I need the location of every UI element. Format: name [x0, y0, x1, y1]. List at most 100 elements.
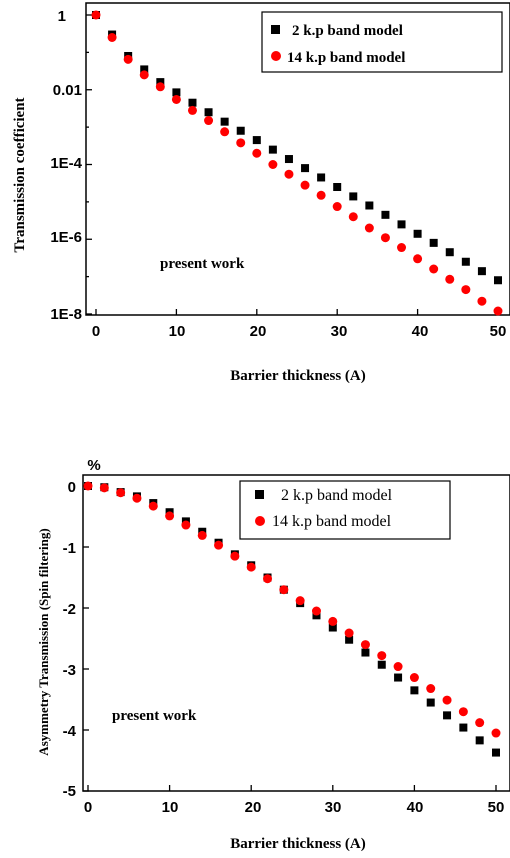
chart1-point-14kp	[171, 94, 181, 104]
chart2-point-2kp	[377, 660, 386, 669]
chart2-xtick-label: 30	[325, 799, 342, 816]
chart2-xtick-label: 50	[488, 799, 505, 816]
chart1-point-2kp	[188, 98, 197, 107]
chart1-ytick-label: 1E-4	[50, 155, 82, 172]
chart1-point-14kp	[204, 116, 214, 126]
chart2-ytick-label: -1	[63, 540, 76, 557]
chart1-point-14kp	[91, 10, 101, 20]
chart1-point-14kp	[300, 180, 310, 190]
chart1-xtick-label: 50	[490, 323, 507, 340]
chart1-point-14kp	[220, 127, 230, 137]
chart1-annotation: present work	[160, 256, 245, 272]
chart1-point-2kp	[445, 248, 454, 257]
chart1-xtick-label: 20	[250, 323, 267, 340]
chart2-point-14kp	[475, 718, 485, 728]
chart2-point-14kp	[148, 501, 158, 511]
chart2-legend-box	[239, 480, 451, 540]
chart2-point-14kp	[230, 551, 240, 561]
chart2-point-2kp	[394, 673, 403, 682]
chart2-ytick-label: -4	[63, 723, 77, 740]
chart2-point-14kp	[328, 616, 338, 626]
chart2-point-14kp	[311, 606, 321, 616]
chart2-point-2kp	[328, 623, 337, 632]
chart1-point-2kp	[220, 117, 229, 126]
chart1-point-14kp	[107, 33, 117, 43]
chart2-ytick-label: 0	[68, 479, 76, 496]
chart1-point-14kp	[477, 296, 487, 306]
chart1-point-14kp	[316, 190, 326, 200]
chart1-point-2kp	[252, 136, 261, 145]
chart1-point-2kp	[284, 155, 293, 164]
chart2-point-14kp	[214, 540, 224, 550]
chart1-point-2kp	[461, 257, 470, 266]
chart2-point-14kp	[197, 530, 207, 540]
chart1-point-2kp	[268, 145, 277, 154]
chart1-point-2kp	[156, 78, 165, 87]
chart2-y-axis-label: Asymmetry Transmission (Spin filtering)	[36, 528, 51, 755]
chart1-point-14kp	[364, 223, 374, 233]
chart2-point-14kp	[426, 684, 436, 694]
chart2-point-14kp	[181, 520, 191, 530]
chart1-point-14kp	[332, 202, 342, 212]
chart1-ytick-label: 1	[58, 8, 66, 25]
chart1-point-14kp	[155, 82, 165, 92]
chart2-xtick-label: 10	[162, 799, 179, 816]
chart2-y-unit-label: %	[87, 457, 100, 474]
chart1-point-14kp	[380, 233, 390, 243]
chart2-x-axis-label: Barrier thickness (A)	[230, 836, 366, 852]
chart2-xtick-label: 40	[407, 799, 424, 816]
chart2-point-2kp	[345, 635, 354, 644]
chart1-point-2kp	[349, 192, 358, 201]
chart1-plot-frame	[85, 2, 510, 316]
chart2-point-14kp	[132, 493, 142, 503]
chart-asymmetry: % 0 -1 -2 -3 -4 -5 0 10 20 30 40 50 Barr…	[36, 457, 510, 852]
chart1-point-2kp	[172, 88, 181, 97]
chart1-point-2kp	[317, 173, 326, 182]
chart2-point-2kp	[410, 686, 419, 695]
chart2-point-14kp	[344, 628, 354, 638]
chart1-point-2kp	[477, 267, 486, 276]
chart2-point-14kp	[263, 574, 273, 584]
chart1-point-2kp	[204, 108, 213, 117]
chart2-point-14kp	[442, 695, 452, 705]
chart1-ytick-label: 1E-6	[50, 229, 82, 246]
chart2-point-14kp	[165, 511, 175, 521]
chart1-y-axis-label: Transmission coefficient	[12, 97, 28, 252]
chart2-point-14kp	[116, 488, 126, 498]
chart1-legend-label: 14 k.p band model	[287, 50, 405, 66]
chart2-point-2kp	[443, 711, 452, 720]
chart2-point-14kp	[491, 728, 501, 738]
chart2-point-14kp	[83, 481, 93, 491]
chart1-point-14kp	[268, 160, 278, 169]
chart1-point-2kp	[301, 164, 310, 173]
chart2-plot-frame	[82, 474, 510, 792]
chart1-xtick-label: 40	[412, 323, 429, 340]
chart1-xtick-label: 30	[331, 323, 348, 340]
chart2-point-14kp	[295, 596, 305, 606]
chart1-point-14kp	[139, 70, 149, 80]
chart1-legend-box	[261, 11, 503, 73]
chart1-point-2kp	[397, 220, 406, 229]
chart2-point-2kp	[475, 736, 484, 745]
chart-transmission: 1 0.01 1E-4 1E-6 1E-8 0 10 20 30 40 50 B…	[12, 2, 510, 384]
chart1-legend-marker-square	[271, 25, 280, 34]
chart1-point-2kp	[494, 276, 502, 285]
chart2-point-2kp	[492, 748, 500, 757]
chart2-legend-marker-square	[255, 490, 264, 499]
chart2-xtick-label: 0	[84, 799, 92, 816]
chart2-legend-marker-circle	[255, 516, 265, 526]
chart2-point-2kp	[361, 648, 370, 657]
chart2-ytick-label: -5	[63, 783, 76, 800]
chart1-point-14kp	[445, 274, 455, 284]
chart1-point-2kp	[413, 229, 422, 238]
chart1-point-14kp	[461, 285, 471, 295]
chart2-point-14kp	[360, 640, 370, 650]
chart1-legend-marker-circle	[271, 51, 281, 61]
chart1-ytick-label: 0.01	[53, 82, 82, 99]
chart1-ytick-label: 1E-8	[50, 306, 82, 323]
chart2-annotation: present work	[112, 708, 197, 724]
chart1-point-14kp	[252, 148, 262, 158]
chart1-point-2kp	[333, 183, 342, 192]
chart1-point-14kp	[397, 243, 407, 253]
